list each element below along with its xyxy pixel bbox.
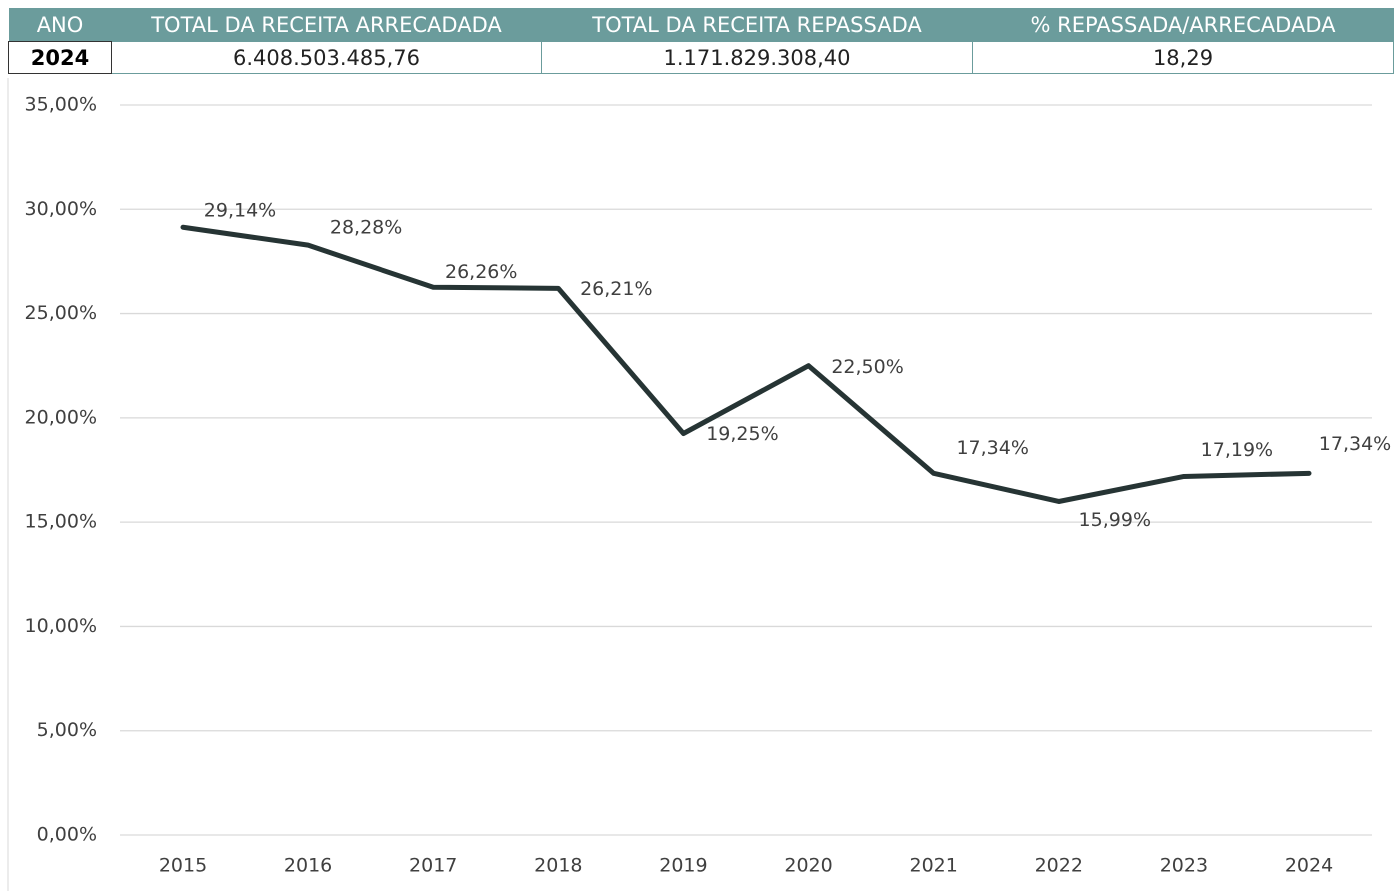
data-label: 15,99% — [1079, 509, 1151, 531]
y-tick-label: 0,00% — [37, 824, 97, 846]
summary-table: ANO TOTAL DA RECEITA ARRECADADA TOTAL DA… — [8, 8, 1394, 74]
x-tick-label: 2023 — [1160, 855, 1208, 877]
data-label: 22,50% — [831, 356, 903, 378]
y-tick-label: 15,00% — [25, 511, 97, 533]
x-tick-label: 2015 — [159, 855, 207, 877]
line — [180, 224, 1312, 504]
x-tick-label: 2017 — [409, 855, 457, 877]
x-tick-label: 2018 — [534, 855, 582, 877]
data-label: 17,19% — [1201, 439, 1273, 461]
x-tick-label: 2020 — [784, 855, 832, 877]
cell: 6.408.503.485,76 — [111, 41, 542, 74]
data-label: 26,26% — [445, 261, 517, 283]
data-label: 29,14% — [204, 200, 276, 222]
cell: 2024 — [8, 41, 112, 74]
header-cell: % REPASSADA/ARRECADADA — [972, 8, 1394, 42]
data-label: 28,28% — [330, 217, 402, 239]
x-tick-label: 2021 — [909, 855, 957, 877]
data-label: 17,34% — [956, 437, 1028, 459]
header-cell: TOTAL DA RECEITA REPASSADA — [541, 8, 973, 42]
data-row: 2024 6.408.503.485,76 1.171.829.308,40 1… — [8, 41, 1394, 74]
data-label: 17,34% — [1319, 433, 1391, 455]
y-tick-label: 35,00% — [25, 94, 97, 116]
y-tick-label: 5,00% — [37, 719, 97, 741]
x-tick-label: 2022 — [1035, 855, 1083, 877]
header-cell: TOTAL DA RECEITA ARRECADADA — [111, 8, 542, 42]
cell: 18,29 — [972, 41, 1394, 74]
header-cell: ANO — [8, 8, 112, 42]
x-tick-label: 2016 — [284, 855, 332, 877]
cell: 1.171.829.308,40 — [541, 41, 973, 74]
y-tick-label: 20,00% — [25, 406, 97, 428]
y-tick-label: 30,00% — [25, 198, 97, 220]
y-tick-label: 10,00% — [25, 615, 97, 637]
data-label: 19,25% — [706, 423, 778, 445]
x-tick-label: 2019 — [659, 855, 707, 877]
y-tick-label: 25,00% — [25, 302, 97, 324]
x-tick-label: 2024 — [1285, 855, 1333, 877]
header-row: ANO TOTAL DA RECEITA ARRECADADA TOTAL DA… — [8, 8, 1394, 42]
data-label: 26,21% — [580, 278, 652, 300]
